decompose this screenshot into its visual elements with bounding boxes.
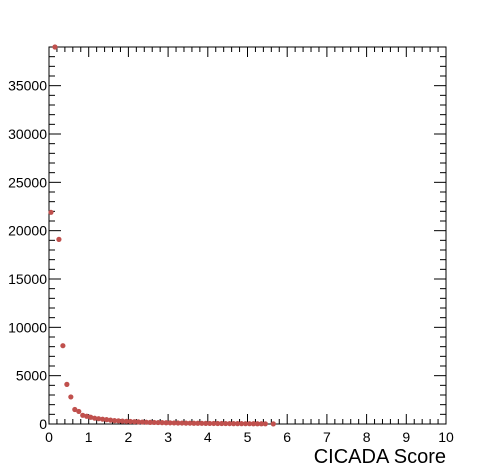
data-point bbox=[127, 418, 133, 425]
data-point bbox=[227, 420, 233, 427]
data-point bbox=[215, 420, 221, 427]
data-point bbox=[191, 420, 197, 426]
data-point bbox=[56, 236, 62, 242]
data-point bbox=[131, 419, 137, 425]
data-point bbox=[238, 421, 245, 427]
data-point bbox=[72, 406, 78, 413]
x-tick-label: 7 bbox=[323, 429, 331, 445]
data-point bbox=[48, 209, 54, 215]
data-point bbox=[155, 419, 161, 426]
x-tick-label: 6 bbox=[283, 429, 291, 445]
data-point bbox=[246, 421, 253, 427]
data-point bbox=[179, 420, 185, 426]
data-point bbox=[231, 421, 237, 427]
data-point bbox=[195, 420, 201, 426]
axis-tick-labels: 0 1 2 3 4 5 6 7 8 9 10 0 5000 10000 15000 20000 25000 300… bbox=[8, 78, 454, 445]
data-point bbox=[175, 420, 181, 426]
x-tick-label: 0 bbox=[45, 429, 53, 445]
data-point bbox=[123, 418, 130, 424]
data-point bbox=[199, 420, 205, 426]
data-point bbox=[183, 420, 189, 426]
data-point bbox=[88, 414, 94, 420]
data-point bbox=[115, 418, 122, 424]
data-point bbox=[254, 421, 261, 427]
data-point bbox=[163, 420, 169, 426]
x-tick-label: 8 bbox=[363, 429, 371, 445]
data-point bbox=[52, 44, 58, 50]
data-point bbox=[92, 415, 98, 421]
data-point bbox=[207, 420, 213, 427]
data-point bbox=[84, 413, 90, 419]
data-point bbox=[262, 421, 268, 427]
data-point bbox=[119, 418, 126, 424]
data-point bbox=[167, 420, 173, 426]
data-point bbox=[68, 394, 74, 400]
x-tick-label: 10 bbox=[438, 429, 454, 445]
data-point bbox=[64, 381, 70, 387]
data-point bbox=[139, 419, 145, 425]
data-point bbox=[135, 419, 141, 425]
plot-frame bbox=[48, 46, 447, 425]
data-point bbox=[270, 421, 276, 427]
x-tick-label: 3 bbox=[164, 429, 172, 445]
data-point bbox=[96, 416, 102, 422]
x-tick-label: 2 bbox=[125, 429, 133, 445]
data-point bbox=[143, 419, 149, 425]
x-tick-label: 9 bbox=[402, 429, 410, 445]
x-tick-label: 5 bbox=[244, 429, 252, 445]
x-tick-label: 4 bbox=[204, 429, 212, 445]
data-point bbox=[99, 416, 106, 422]
data-point bbox=[80, 412, 86, 418]
y-tick-label: 20000 bbox=[8, 223, 47, 239]
data-point bbox=[103, 417, 110, 423]
y-tick-label: 35000 bbox=[8, 78, 47, 94]
y-tick-label: 10000 bbox=[8, 319, 47, 335]
data-point bbox=[187, 420, 193, 426]
data-point bbox=[151, 419, 157, 426]
data-point bbox=[211, 420, 217, 427]
y-tick-label: 25000 bbox=[8, 174, 47, 190]
data-point bbox=[107, 417, 114, 423]
data-point bbox=[147, 419, 153, 425]
data-point bbox=[76, 408, 82, 415]
x-tick-label: 1 bbox=[85, 429, 93, 445]
data-point bbox=[111, 418, 118, 424]
data-point bbox=[203, 420, 209, 426]
data-point bbox=[258, 421, 264, 427]
data-point bbox=[250, 421, 257, 427]
data-point bbox=[219, 420, 225, 427]
data-points bbox=[48, 44, 276, 427]
data-point bbox=[234, 421, 241, 427]
data-point bbox=[223, 420, 229, 427]
data-point bbox=[242, 421, 249, 427]
x-axis-title: CICADA Score bbox=[314, 446, 446, 468]
data-point bbox=[159, 420, 165, 426]
y-tick-label: 0 bbox=[39, 416, 47, 432]
axis-ticks bbox=[48, 46, 447, 425]
data-point bbox=[171, 420, 177, 426]
y-tick-label: 15000 bbox=[8, 271, 47, 287]
data-point bbox=[60, 343, 66, 349]
y-tick-label: 5000 bbox=[16, 368, 47, 384]
y-tick-label: 30000 bbox=[8, 126, 47, 142]
